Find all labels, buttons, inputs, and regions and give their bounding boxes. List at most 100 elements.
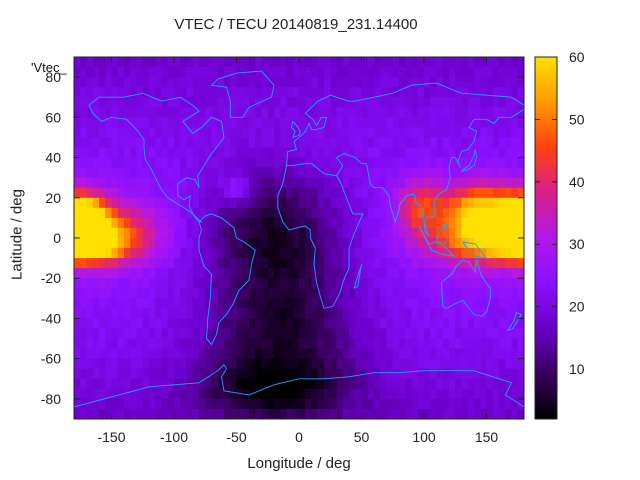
heatmap-cell	[299, 187, 306, 199]
heatmap-cell	[186, 298, 194, 309]
heatmap-cell	[392, 87, 400, 98]
heatmap-cell	[192, 338, 200, 350]
heatmap-cell	[292, 388, 300, 400]
heatmap-cell	[449, 278, 456, 289]
heatmap-cell	[180, 77, 188, 88]
heatmap-cell	[199, 378, 206, 390]
heatmap-cell	[99, 358, 106, 370]
heatmap-cell	[74, 77, 81, 88]
heatmap-cell	[186, 318, 194, 330]
heatmap-cell	[236, 358, 244, 370]
heatmap-cell	[217, 127, 225, 139]
heatmap-cell	[161, 398, 169, 410]
heatmap-cell	[336, 137, 344, 149]
heatmap-cell	[455, 288, 463, 299]
heatmap-cell	[361, 288, 369, 299]
heatmap-cell	[92, 358, 100, 370]
heatmap-cell	[249, 368, 256, 380]
heatmap-cell	[105, 398, 113, 410]
heatmap-cell	[92, 398, 100, 410]
heatmap-cell	[367, 57, 375, 68]
heatmap-cell	[342, 288, 350, 299]
heatmap-cell	[155, 187, 163, 199]
heatmap-cell	[236, 298, 244, 309]
heatmap-cell	[411, 87, 419, 98]
heatmap-cell	[261, 147, 269, 159]
heatmap-cell	[111, 248, 119, 259]
heatmap-cell	[336, 177, 344, 189]
heatmap-cell	[174, 167, 181, 179]
heatmap-cell	[80, 368, 88, 380]
heatmap-cell	[261, 87, 269, 98]
heatmap-cell	[399, 338, 406, 350]
heatmap-cell	[511, 127, 519, 139]
heatmap-cell	[474, 167, 481, 179]
heatmap-cell	[355, 388, 363, 400]
heatmap-cell	[286, 318, 294, 330]
heatmap-cell	[205, 358, 213, 370]
heatmap-cell	[330, 97, 338, 108]
heatmap-cell	[405, 187, 413, 199]
heatmap-cell	[130, 117, 138, 128]
heatmap-cell	[317, 358, 325, 370]
x-axis-ticks: -150 -100 -50 0 50 100 150	[97, 57, 498, 445]
coastline	[286, 82, 524, 166]
heatmap-cell	[361, 87, 369, 98]
heatmap-cell	[511, 378, 519, 390]
heatmap-cell	[74, 227, 81, 239]
heatmap-cell	[161, 278, 169, 289]
heatmap-cell	[486, 127, 494, 139]
heatmap-cell	[430, 57, 438, 68]
heatmap-cell	[305, 87, 313, 98]
heatmap-cell	[442, 107, 450, 118]
heatmap-cell	[330, 137, 338, 149]
heatmap-cell	[117, 318, 125, 330]
heatmap-cell	[305, 358, 313, 370]
heatmap-cell	[74, 338, 81, 350]
heatmap-cell	[186, 388, 194, 400]
heatmap-cell	[311, 348, 319, 360]
heatmap-cell	[311, 338, 319, 350]
heatmap-cell	[249, 388, 256, 400]
heatmap-cell	[292, 368, 300, 380]
heatmap-cell	[117, 197, 125, 209]
heatmap-cell	[224, 368, 231, 380]
heatmap-cell	[224, 157, 231, 169]
heatmap-cell	[449, 288, 456, 299]
heatmap-cell	[449, 238, 456, 249]
heatmap-cell	[467, 137, 475, 149]
heatmap-cell	[274, 127, 281, 139]
heatmap-cell	[399, 288, 406, 299]
heatmap-cell	[117, 67, 125, 78]
heatmap-cell	[430, 308, 438, 320]
heatmap-cell	[305, 368, 313, 380]
heatmap-cell	[492, 157, 500, 169]
heatmap-cell	[430, 147, 438, 159]
heatmap-cell	[136, 127, 144, 139]
heatmap-cell	[430, 217, 438, 229]
heatmap-cell	[392, 127, 400, 139]
coastline	[210, 70, 275, 118]
heatmap-cell	[492, 388, 500, 400]
heatmap-cell	[99, 177, 106, 189]
heatmap-cell	[449, 197, 456, 209]
heatmap-cell	[474, 348, 481, 360]
heatmap-cell	[399, 328, 406, 340]
heatmap-cell	[267, 358, 275, 370]
heatmap-cell	[430, 338, 438, 350]
heatmap-cell	[486, 177, 494, 189]
heatmap-cell	[155, 378, 163, 390]
heatmap-cell	[386, 227, 394, 239]
heatmap-cell	[436, 67, 444, 78]
heatmap-cell	[161, 107, 169, 118]
heatmap-cell	[417, 328, 425, 340]
heatmap-cell	[217, 348, 225, 360]
heatmap-cell	[361, 97, 369, 108]
heatmap-cell	[142, 268, 150, 279]
heatmap-cell	[492, 197, 500, 209]
colorbar-tick-label: 60	[569, 49, 585, 65]
heatmap-cell	[311, 227, 319, 239]
heatmap-cell	[161, 67, 169, 78]
heatmap-cell	[286, 338, 294, 350]
heatmap-cell	[505, 187, 513, 199]
